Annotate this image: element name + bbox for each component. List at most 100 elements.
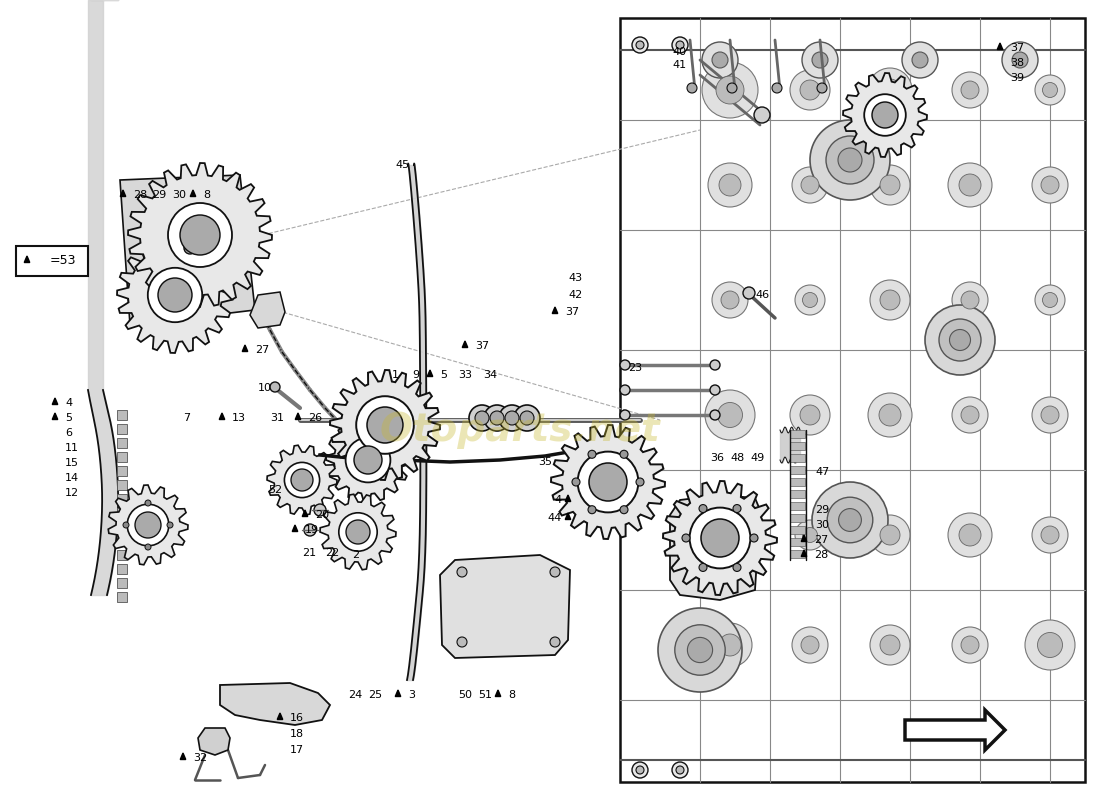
Circle shape xyxy=(145,544,151,550)
Circle shape xyxy=(672,37,688,53)
Text: 5: 5 xyxy=(440,370,447,380)
Circle shape xyxy=(702,62,758,118)
Text: 4: 4 xyxy=(65,398,73,408)
Circle shape xyxy=(698,505,707,513)
Circle shape xyxy=(620,410,630,420)
Circle shape xyxy=(952,282,988,318)
Circle shape xyxy=(688,638,713,662)
Polygon shape xyxy=(53,398,57,405)
Text: 27: 27 xyxy=(255,345,270,355)
Circle shape xyxy=(578,451,638,512)
Polygon shape xyxy=(427,370,432,377)
Polygon shape xyxy=(117,494,126,504)
Circle shape xyxy=(952,397,988,433)
Text: 33: 33 xyxy=(458,370,472,380)
Circle shape xyxy=(912,52,928,68)
Polygon shape xyxy=(293,525,298,531)
Circle shape xyxy=(705,390,755,440)
Circle shape xyxy=(456,567,468,577)
Text: 13: 13 xyxy=(232,413,246,423)
Circle shape xyxy=(720,291,739,309)
Text: 21: 21 xyxy=(302,548,316,558)
Polygon shape xyxy=(120,190,125,197)
Circle shape xyxy=(304,524,316,536)
Text: 41: 41 xyxy=(672,60,686,70)
Circle shape xyxy=(1041,406,1059,424)
Circle shape xyxy=(588,463,627,501)
Polygon shape xyxy=(495,690,500,697)
Circle shape xyxy=(868,68,912,112)
Circle shape xyxy=(710,410,720,420)
Polygon shape xyxy=(320,494,396,570)
Circle shape xyxy=(959,174,981,196)
Polygon shape xyxy=(117,522,126,532)
Circle shape xyxy=(514,405,540,431)
Circle shape xyxy=(484,405,510,431)
Circle shape xyxy=(672,762,688,778)
Text: 10: 10 xyxy=(258,383,272,393)
Polygon shape xyxy=(198,728,230,755)
Polygon shape xyxy=(790,550,805,558)
Circle shape xyxy=(812,52,828,68)
Circle shape xyxy=(356,396,414,454)
Circle shape xyxy=(620,360,630,370)
Polygon shape xyxy=(998,43,1003,50)
Circle shape xyxy=(870,625,910,665)
Circle shape xyxy=(733,505,741,513)
Circle shape xyxy=(865,94,905,136)
Circle shape xyxy=(1035,285,1065,315)
Polygon shape xyxy=(462,341,468,347)
Circle shape xyxy=(802,42,838,78)
Circle shape xyxy=(469,405,495,431)
Circle shape xyxy=(620,450,628,458)
Circle shape xyxy=(180,215,220,255)
Circle shape xyxy=(939,319,981,361)
Text: 48: 48 xyxy=(730,453,745,463)
Polygon shape xyxy=(117,536,126,546)
Circle shape xyxy=(1043,82,1057,98)
Text: 3: 3 xyxy=(408,690,415,700)
Circle shape xyxy=(588,450,596,458)
Text: 12: 12 xyxy=(65,488,79,498)
Text: 42: 42 xyxy=(568,290,582,300)
Circle shape xyxy=(952,72,988,108)
Circle shape xyxy=(145,500,151,506)
Circle shape xyxy=(712,52,728,68)
Circle shape xyxy=(720,526,739,544)
Circle shape xyxy=(717,402,743,427)
Circle shape xyxy=(339,513,377,551)
Circle shape xyxy=(838,509,861,531)
Circle shape xyxy=(588,506,596,514)
Circle shape xyxy=(490,411,504,425)
Circle shape xyxy=(1041,526,1059,544)
Circle shape xyxy=(795,520,825,550)
Circle shape xyxy=(620,506,628,514)
Text: 29: 29 xyxy=(152,190,166,200)
Circle shape xyxy=(1002,42,1038,78)
Circle shape xyxy=(1032,167,1068,203)
Circle shape xyxy=(961,291,979,309)
Circle shape xyxy=(636,478,644,486)
Text: 36: 36 xyxy=(710,453,724,463)
Text: 19: 19 xyxy=(305,525,319,535)
Circle shape xyxy=(838,148,862,172)
Circle shape xyxy=(868,393,912,437)
Circle shape xyxy=(810,120,890,200)
Circle shape xyxy=(790,395,830,435)
Circle shape xyxy=(880,290,900,310)
Polygon shape xyxy=(117,452,126,462)
Text: 51: 51 xyxy=(478,690,492,700)
Polygon shape xyxy=(790,430,805,438)
Text: 37: 37 xyxy=(1010,43,1024,53)
Circle shape xyxy=(880,175,900,195)
Text: 7: 7 xyxy=(183,413,190,423)
Circle shape xyxy=(961,81,979,99)
Text: 4: 4 xyxy=(554,495,562,505)
Circle shape xyxy=(1041,176,1059,194)
Text: 30: 30 xyxy=(172,190,186,200)
Circle shape xyxy=(572,478,580,486)
Circle shape xyxy=(147,268,202,322)
Circle shape xyxy=(827,497,872,542)
Circle shape xyxy=(801,636,820,654)
Circle shape xyxy=(879,404,901,426)
